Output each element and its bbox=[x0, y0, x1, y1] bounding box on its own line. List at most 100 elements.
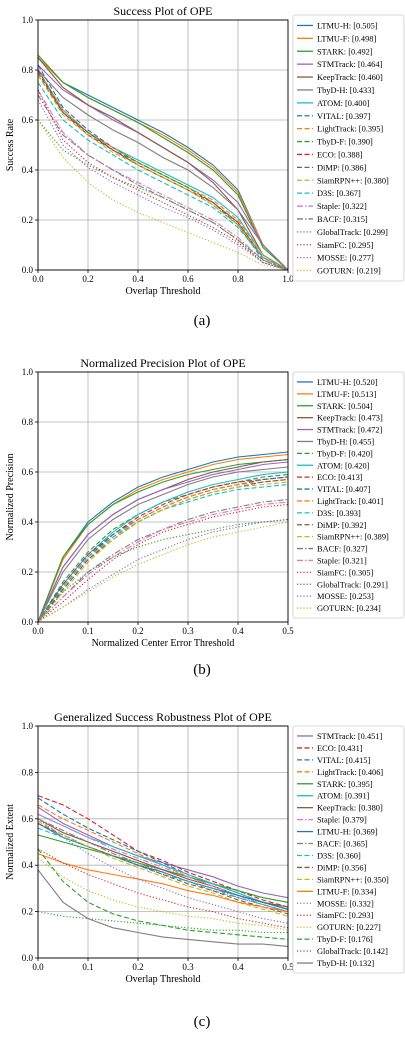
chart-title: Normalized Precision Plot of OPE bbox=[80, 356, 245, 370]
series-line bbox=[37, 853, 289, 913]
legend-label: KeepTrack: [0.460] bbox=[317, 73, 383, 82]
series-line bbox=[37, 797, 289, 910]
legend-label: D3S: [0.393] bbox=[317, 509, 361, 518]
legend-label: LightTrack: [0.406] bbox=[317, 768, 383, 777]
legend-label: VITAL: [0.397] bbox=[317, 112, 370, 121]
legend-label: SiamRPN++: [0.389] bbox=[317, 533, 389, 542]
series-line bbox=[37, 64, 289, 271]
series-line bbox=[37, 89, 289, 271]
plot-frame bbox=[37, 371, 289, 623]
series-line bbox=[37, 503, 289, 623]
series-line bbox=[37, 481, 289, 623]
legend-label: TbyD-F: [0.176] bbox=[317, 935, 373, 944]
legend-label: ECO: [0.431] bbox=[317, 744, 363, 753]
legend-box bbox=[292, 14, 405, 282]
legend-label: KeepTrack: [0.380] bbox=[317, 804, 383, 813]
legend: LTMU-H: [0.520] LTMU-F: [0.513] STARK: [0.… bbox=[292, 371, 405, 619]
x-tick-label: 0.8 bbox=[232, 274, 244, 284]
series-line bbox=[37, 806, 289, 899]
legend-label: GOTURN: [0.219] bbox=[317, 267, 381, 276]
legend-label: STARK: [0.504] bbox=[317, 402, 373, 411]
legend-label: TbyD-F: [0.420] bbox=[317, 449, 373, 458]
series-line bbox=[37, 518, 289, 623]
legend-label: ECO: [0.413] bbox=[317, 473, 363, 482]
series-line bbox=[37, 94, 289, 271]
y-tick-label: 0.2 bbox=[22, 907, 33, 917]
x-tick-label: 0.2 bbox=[132, 626, 143, 636]
legend-label: KeepTrack: [0.473] bbox=[317, 414, 383, 423]
x-tick-label: 0.2 bbox=[132, 962, 143, 972]
chart-2: 0.0 0.1 0.2 0.3 0.4 0.5 0.0 0.2 0.4 0.6 0.8 1.0 Norm… bbox=[5, 356, 405, 678]
legend-label: STMTrack: [0.472] bbox=[317, 426, 383, 435]
x-tick-label: 0.4 bbox=[232, 626, 244, 636]
plot-frame bbox=[37, 725, 289, 959]
legend-label: VITAL: [0.407] bbox=[317, 485, 370, 494]
series-line bbox=[37, 795, 289, 908]
series-line bbox=[37, 869, 289, 947]
y-axis-label: Normalized Extent bbox=[5, 804, 16, 880]
y-tick-label: 0.4 bbox=[22, 165, 34, 175]
x-tick-label: 0.4 bbox=[132, 274, 144, 284]
legend-label: D3S: [0.367] bbox=[317, 189, 361, 198]
x-tick-label: 0.4 bbox=[232, 962, 244, 972]
x-tick-label: 0.0 bbox=[32, 962, 44, 972]
legend-label: VITAL: [0.415] bbox=[317, 756, 370, 765]
chart-title: Success Plot of OPE bbox=[114, 4, 213, 18]
legend-label: MOSSE: [0.277] bbox=[317, 254, 374, 263]
legend-label: GlobalTrack: [0.299] bbox=[317, 228, 388, 237]
chart-title: Generalized Success Robustness Plot of O… bbox=[54, 710, 272, 724]
y-tick-label: 1.0 bbox=[22, 367, 34, 377]
legend-label: MOSSE: [0.253] bbox=[317, 592, 374, 601]
series-line bbox=[37, 74, 289, 271]
series-line bbox=[37, 478, 289, 623]
legend-label: GOTURN: [0.234] bbox=[317, 604, 381, 613]
series-line bbox=[37, 478, 289, 623]
legend: STMTrack: [0.451] ECO: [0.431] VITAL: [0.4… bbox=[292, 725, 405, 974]
x-tick-label: 0.5 bbox=[282, 962, 294, 972]
legend-label: BACF: [0.315] bbox=[317, 215, 368, 224]
series-line bbox=[37, 518, 289, 623]
series-line bbox=[37, 461, 289, 623]
figure-caption: (b) bbox=[193, 662, 211, 678]
figure-caption: (c) bbox=[194, 1014, 211, 1030]
legend-label: TbyD-F: [0.390] bbox=[317, 138, 373, 147]
legend-label: LTMU-F: [0.334] bbox=[317, 887, 376, 896]
x-tick-label: 0.1 bbox=[82, 962, 93, 972]
legend-label: LTMU-H: [0.505] bbox=[317, 21, 378, 30]
series-line bbox=[37, 483, 289, 623]
legend-label: LightTrack: [0.395] bbox=[317, 125, 383, 134]
series-line bbox=[37, 813, 289, 913]
y-axis-label: Success Rate bbox=[5, 118, 16, 171]
legend-label: GOTURN: [0.227] bbox=[317, 923, 381, 932]
legend-box bbox=[292, 725, 405, 974]
series-line bbox=[37, 827, 289, 913]
legend-label: BACF: [0.327] bbox=[317, 545, 368, 554]
x-tick-label: 0.0 bbox=[32, 274, 44, 284]
x-tick-label: 0.0 bbox=[32, 626, 44, 636]
series-line bbox=[37, 473, 289, 623]
y-tick-label: 0.2 bbox=[22, 567, 33, 577]
y-tick-label: 0.4 bbox=[22, 517, 34, 527]
series-line bbox=[37, 57, 289, 271]
x-tick-label: 0.1 bbox=[82, 626, 93, 636]
legend-label: ATOM: [0.420] bbox=[317, 461, 370, 470]
plot-frame bbox=[37, 19, 289, 271]
series-line bbox=[37, 813, 289, 910]
legend-label: Staple: [0.321] bbox=[317, 556, 367, 565]
series-line bbox=[37, 498, 289, 623]
legend-label: SiamRPN++: [0.380] bbox=[317, 176, 389, 185]
y-tick-label: 0.6 bbox=[22, 115, 34, 125]
legend-label: LTMU-H: [0.369] bbox=[317, 828, 378, 837]
y-tick-label: 0.6 bbox=[22, 467, 34, 477]
x-tick-label: 0.3 bbox=[182, 626, 194, 636]
y-tick-label: 0.2 bbox=[22, 215, 33, 225]
legend-label: STARK: [0.492] bbox=[317, 47, 373, 56]
legend-label: LTMU-H: [0.520] bbox=[317, 378, 378, 387]
series-line bbox=[37, 476, 289, 623]
series-line bbox=[37, 99, 289, 271]
series-line bbox=[37, 69, 289, 271]
series-line bbox=[37, 119, 289, 271]
x-tick-label: 0.2 bbox=[82, 274, 93, 284]
legend-label: TbyD-H: [0.433] bbox=[317, 86, 374, 95]
